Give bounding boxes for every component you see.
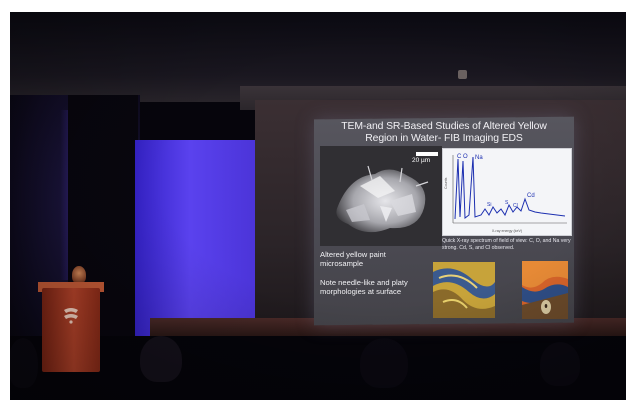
painting-detail-graphic (433, 262, 495, 318)
caption-morphology: Note needle-like and platy morphologies … (320, 278, 408, 297)
peak-label-cl: Cl (513, 203, 518, 209)
ceiling-light-fixture (458, 70, 467, 79)
the-scream-painting-image (522, 261, 568, 319)
scale-label: 20 µm (412, 157, 431, 164)
university-logo-icon (64, 308, 78, 324)
audience-head (360, 338, 408, 388)
sem-micrograph (320, 146, 442, 246)
peak-label-s: S (505, 200, 509, 206)
painting-detail-image (433, 262, 495, 318)
photo-border-right (626, 0, 630, 400)
peak-label-o: O (463, 154, 468, 160)
eds-spectrum-svg: C O Na Si S Cl Cd X-ray energy (keV) Cou… (444, 154, 567, 233)
photo-border-left (0, 0, 10, 400)
eds-description: Quick X-ray spectrum of field of view: C… (442, 238, 571, 251)
slide-title: TEM-and SR-Based Studies of Altered Yell… (322, 121, 566, 145)
eds-spectrum-plot: C O Na Si S Cl Cd X-ray energy (keV) Cou… (442, 148, 572, 236)
audience-head (8, 338, 38, 388)
peak-label-cd: Cd (527, 193, 535, 199)
slide-title-line1: TEM-and SR-Based Studies of Altered Yell… (341, 121, 547, 132)
scale-bar (416, 152, 438, 156)
spectrum-xlabel: X-ray energy (keV) (492, 229, 522, 233)
sem-micrograph-texture (320, 146, 442, 246)
slide-title-line2: Region in Water- FIB Imaging EDS (365, 133, 523, 144)
peak-label-c: C (457, 154, 462, 160)
audience-head (140, 336, 182, 382)
spectrum-line (454, 156, 566, 220)
peak-label-si: Si (487, 202, 491, 208)
audience-floor (10, 336, 626, 400)
presenter (72, 266, 86, 284)
spectrum-ylabel: Counts (444, 177, 448, 189)
podium (42, 288, 100, 372)
peak-label-na: Na (475, 155, 483, 161)
podium-top (38, 282, 104, 292)
scream-painting-graphic (522, 261, 568, 319)
caption-sample: Altered yellow paint microsample (320, 250, 386, 269)
photo-border-top (0, 0, 630, 12)
audience-head (540, 342, 580, 386)
